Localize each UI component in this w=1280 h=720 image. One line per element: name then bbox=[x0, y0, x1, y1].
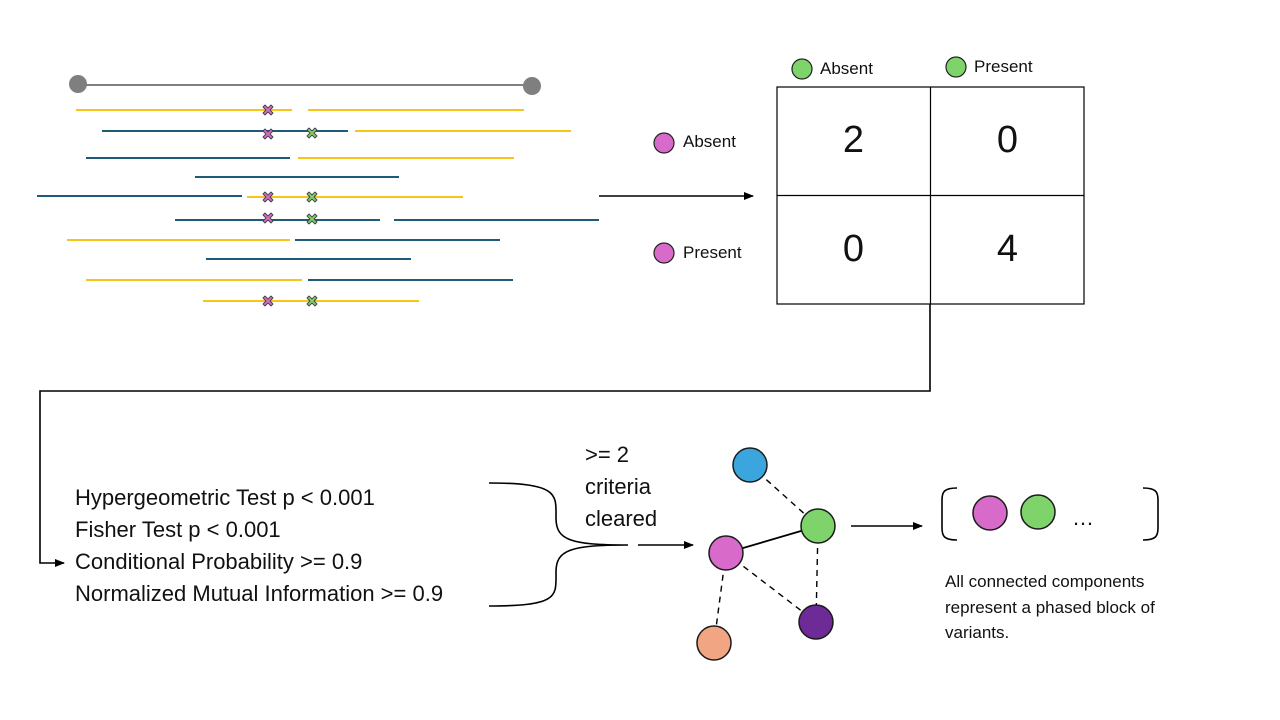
green-variant-marker bbox=[306, 213, 318, 225]
aggregation-line-2: criteria bbox=[585, 474, 652, 499]
graph-node-orange bbox=[696, 625, 732, 661]
pink-variant-marker bbox=[262, 295, 274, 307]
pink-variant-marker bbox=[262, 128, 274, 140]
pink-variant-marker bbox=[262, 212, 274, 224]
graph-node-green bbox=[800, 508, 836, 544]
pink-variant-dot bbox=[653, 132, 675, 154]
green-variant-marker bbox=[306, 191, 318, 203]
block-green-variant bbox=[1020, 494, 1056, 530]
reads-pileup bbox=[37, 109, 599, 302]
aggregation-label: >= 2 criteria cleared bbox=[585, 439, 657, 535]
pink-variant-dot bbox=[653, 242, 675, 264]
variant-graph bbox=[696, 447, 836, 661]
reference-start-node bbox=[69, 75, 87, 93]
green-variant-dot bbox=[791, 58, 813, 80]
cell-present-present: 4 bbox=[996, 228, 1019, 270]
reference-end-node bbox=[523, 77, 541, 95]
pink-variant-marker bbox=[262, 191, 274, 203]
aggregation-line-1: >= 2 bbox=[585, 442, 630, 467]
criteria-brace bbox=[488, 482, 629, 607]
row-header-present: Present bbox=[683, 243, 742, 262]
block-pink-variant bbox=[972, 495, 1008, 531]
green-variant-marker bbox=[306, 295, 318, 307]
cell-absent-present: 0 bbox=[996, 119, 1019, 161]
criterion-normalized-mutual-information: Normalized Mutual Information >= 0.9 bbox=[75, 581, 444, 606]
connector-table-to-criteria bbox=[39, 304, 931, 567]
block-description: All connected components represent a pha… bbox=[945, 572, 1155, 642]
criterion-hypergeometric: Hypergeometric Test p < 0.001 bbox=[75, 485, 375, 510]
graph-node-pink bbox=[708, 535, 744, 571]
reference-segment bbox=[69, 75, 541, 95]
row-header-absent: Absent bbox=[683, 132, 736, 151]
pink-variant-marker bbox=[262, 104, 274, 116]
column-header-present: Present bbox=[974, 57, 1033, 76]
phased-block-brackets bbox=[941, 487, 1159, 541]
aggregation-line-3: cleared bbox=[585, 506, 658, 531]
green-variant-dot bbox=[945, 56, 967, 78]
criterion-conditional-probability: Conditional Probability >= 0.9 bbox=[75, 549, 363, 574]
variant-markers bbox=[262, 104, 318, 307]
graph-node-purple bbox=[798, 604, 834, 640]
criterion-fisher: Fisher Test p < 0.001 bbox=[75, 517, 281, 542]
column-header-absent: Absent bbox=[820, 59, 873, 78]
cell-present-absent: 0 bbox=[842, 228, 865, 270]
graph-node-blue bbox=[732, 447, 768, 483]
green-variant-marker bbox=[306, 127, 318, 139]
block-ellipsis: … bbox=[1072, 505, 1095, 530]
dashed-edge bbox=[725, 552, 817, 623]
cell-absent-absent: 2 bbox=[842, 119, 865, 161]
